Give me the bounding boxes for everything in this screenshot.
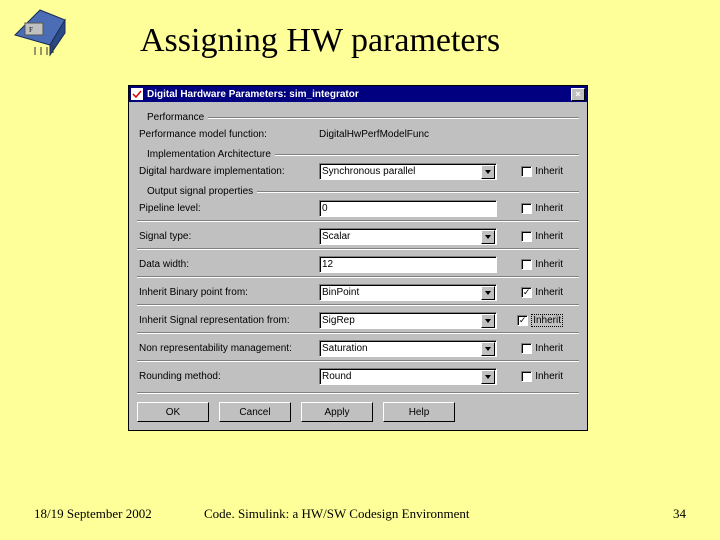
checkbox-inherit-nonrep[interactable] — [521, 343, 532, 354]
close-icon[interactable]: × — [571, 88, 585, 101]
combo-signal-type[interactable]: Scalar — [319, 228, 497, 245]
footer-page: 34 — [673, 506, 686, 522]
chevron-down-icon[interactable] — [481, 165, 495, 179]
label-perf-model: Performance model function: — [137, 129, 315, 140]
combo-rounding[interactable]: Round — [319, 368, 497, 385]
footer-date: 18/19 September 2002 — [34, 506, 204, 522]
label-data-width: Data width: — [137, 259, 315, 270]
label-pipeline: Pipeline level: — [137, 203, 315, 214]
combo-inherit-bp[interactable]: BinPoint — [319, 284, 497, 301]
titlebar: Digital Hardware Parameters: sim_integra… — [129, 86, 587, 102]
section-performance: Performance — [137, 112, 579, 123]
chevron-down-icon[interactable] — [481, 370, 495, 384]
label-inherit: Inherit — [535, 166, 563, 177]
label-signal-type: Signal type: — [137, 231, 315, 242]
checkbox-inherit-bp[interactable]: ✓ — [521, 287, 532, 298]
combo-nonrep[interactable]: Saturation — [319, 340, 497, 357]
checkbox-inherit-rounding[interactable] — [521, 371, 532, 382]
checkbox-inherit-sr[interactable]: ✓ — [517, 315, 528, 326]
section-output: Output signal properties — [137, 186, 579, 197]
slide-title: Assigning HW parameters — [140, 22, 500, 60]
chevron-down-icon[interactable] — [481, 230, 495, 244]
checkbox-inherit-hw-impl[interactable] — [521, 166, 532, 177]
combo-hw-impl[interactable]: Synchronous parallel — [319, 163, 497, 180]
dialog-window: Digital Hardware Parameters: sim_integra… — [128, 85, 588, 431]
label-nonrep: Non representability management: — [137, 343, 315, 354]
footer-caption: Code. Simulink: a HW/SW Codesign Environ… — [204, 506, 673, 522]
combo-inherit-sr[interactable]: SigRep — [319, 312, 497, 329]
slide-logo: F — [5, 5, 75, 60]
input-pipeline[interactable]: 0 — [319, 200, 497, 217]
chevron-down-icon[interactable] — [481, 286, 495, 300]
ok-button[interactable]: OK — [137, 402, 209, 422]
label-rounding: Rounding method: — [137, 371, 315, 382]
label-hw-impl: Digital hardware implementation: — [137, 166, 315, 177]
chevron-down-icon[interactable] — [481, 314, 495, 328]
input-data-width[interactable]: 12 — [319, 256, 497, 273]
label-inherit-sr: Inherit Signal representation from: — [137, 315, 315, 326]
section-implementation: Implementation Architecture — [137, 149, 579, 160]
titlebar-text: Digital Hardware Parameters: sim_integra… — [147, 89, 571, 100]
slide-footer: 18/19 September 2002 Code. Simulink: a H… — [0, 506, 720, 522]
value-perf-model: DigitalHwPerfModelFunc — [319, 129, 579, 140]
label-inherit-bp: Inherit Binary point from: — [137, 287, 315, 298]
app-icon — [131, 88, 143, 100]
help-button[interactable]: Help — [383, 402, 455, 422]
svg-text:F: F — [29, 26, 33, 34]
chevron-down-icon[interactable] — [481, 342, 495, 356]
checkbox-inherit-signal-type[interactable] — [521, 231, 532, 242]
checkbox-inherit-pipeline[interactable] — [521, 203, 532, 214]
checkbox-inherit-data-width[interactable] — [521, 259, 532, 270]
apply-button[interactable]: Apply — [301, 402, 373, 422]
cancel-button[interactable]: Cancel — [219, 402, 291, 422]
